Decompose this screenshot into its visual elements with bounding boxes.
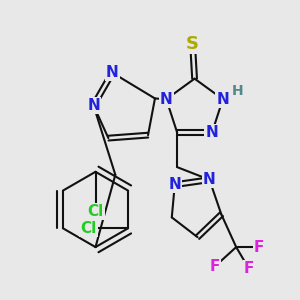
Text: N: N: [106, 65, 119, 80]
Text: N: N: [217, 92, 229, 107]
Text: N: N: [87, 98, 100, 113]
Text: F: F: [244, 261, 254, 276]
Text: F: F: [209, 260, 220, 274]
Text: N: N: [206, 125, 218, 140]
Text: S: S: [186, 35, 199, 53]
Text: N: N: [160, 92, 173, 107]
Text: N: N: [203, 172, 216, 187]
Text: Cl: Cl: [87, 204, 104, 219]
Text: N: N: [168, 177, 181, 192]
Text: Cl: Cl: [80, 221, 97, 236]
Text: H: H: [232, 84, 244, 98]
Text: F: F: [254, 240, 264, 255]
